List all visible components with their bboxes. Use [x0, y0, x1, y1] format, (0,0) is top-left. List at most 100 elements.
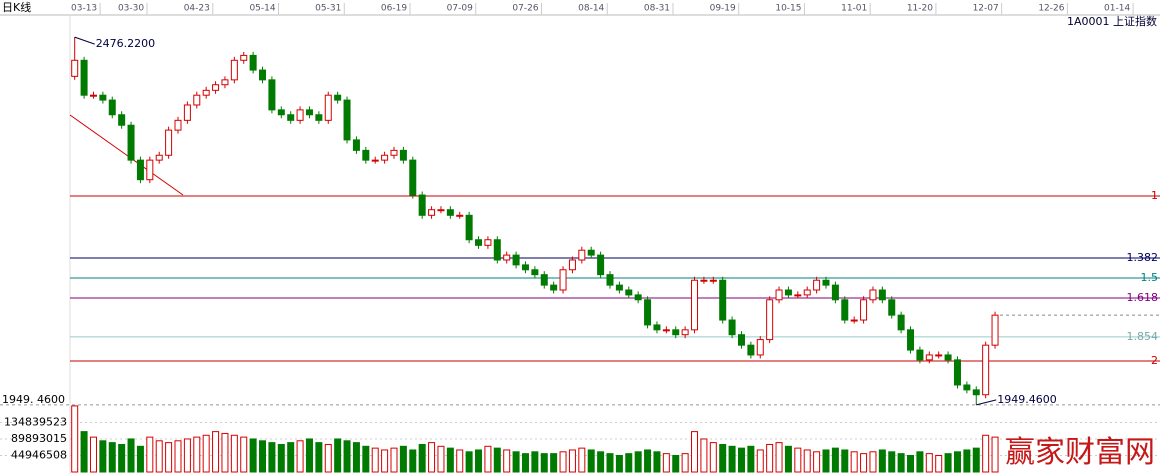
candle-body: [146, 159, 154, 181]
candle-body: [268, 79, 276, 111]
candle-body: [878, 289, 886, 301]
candle-body: [352, 139, 360, 151]
volume-bar: [362, 445, 370, 473]
candle-body: [165, 129, 173, 156]
x-tick-label: 09-19: [710, 4, 736, 14]
x-tick-label: 05-14: [249, 4, 275, 14]
candle-body: [230, 59, 238, 81]
trend-line: [69, 114, 184, 196]
volume-bar: [399, 445, 407, 473]
candle-body: [493, 239, 501, 261]
candle-body: [691, 279, 699, 331]
volume-bar: [963, 449, 971, 473]
candle-body: [991, 314, 999, 346]
candle-body: [672, 329, 680, 336]
volume-bar: [813, 451, 821, 473]
candle-body: [831, 284, 839, 301]
candle-body: [287, 114, 295, 121]
volume-bar: [512, 451, 520, 473]
volume-bar: [888, 451, 896, 473]
candle-body: [540, 274, 548, 286]
volume-bar: [371, 447, 379, 473]
volume-bar: [334, 438, 342, 473]
x-tick-label: 01-14: [1104, 4, 1130, 14]
candle-body: [362, 149, 370, 161]
volume-bar: [672, 454, 680, 473]
volume-bar: [418, 443, 426, 473]
candle-body: [324, 94, 332, 121]
candle-body: [822, 279, 830, 286]
candle-body: [118, 114, 126, 126]
volume-bar: [305, 438, 313, 473]
candle-body: [803, 289, 811, 296]
volume-bar: [897, 453, 905, 473]
volume-bar: [183, 438, 191, 473]
candle-body: [719, 279, 727, 321]
x-tick-label: 07-26: [512, 4, 538, 14]
volume-bar: [409, 449, 417, 473]
candle-body: [737, 334, 745, 346]
candle-body: [409, 159, 417, 196]
volume-bar: [775, 442, 783, 473]
volume-bar: [606, 453, 614, 473]
candle-body: [550, 284, 558, 291]
volume-bar: [700, 438, 708, 473]
volume-bar: [803, 449, 811, 473]
volume-bar: [249, 438, 257, 473]
candle-body: [390, 149, 398, 156]
candle-body: [766, 299, 774, 341]
volume-bar: [550, 453, 558, 473]
candle-body: [972, 389, 980, 396]
candle-body: [277, 109, 285, 116]
volume-bar: [953, 451, 961, 473]
volume-bar: [230, 434, 238, 473]
candle-body: [888, 299, 896, 316]
candle-body: [475, 239, 483, 246]
candle-body: [503, 254, 511, 261]
annotation-label: 2476.2200: [96, 37, 155, 50]
candle-body: [615, 284, 623, 291]
candle-body: [653, 324, 661, 331]
candle-body: [634, 294, 642, 301]
candle-body: [456, 214, 464, 217]
candle-body: [709, 279, 717, 282]
volume-bar: [475, 449, 483, 473]
candle-body: [897, 314, 905, 331]
candle-body: [578, 249, 586, 261]
volume-tick-label: 89893015: [11, 432, 67, 445]
volume-bar: [136, 445, 144, 473]
candle-body: [944, 354, 952, 361]
candle-body: [728, 319, 736, 336]
volume-bar: [737, 447, 745, 473]
volume-bar: [521, 453, 529, 473]
x-tick-label: 11-01: [841, 4, 867, 14]
candle-body: [916, 349, 924, 361]
candle-body: [521, 264, 529, 271]
candle-body: [136, 159, 144, 181]
volume-bar: [559, 451, 567, 473]
level-label: 1.854: [1127, 330, 1159, 343]
volume-bar: [456, 449, 464, 473]
volume-bar: [784, 445, 792, 473]
volume-bar: [390, 447, 398, 473]
volume-bar: [155, 440, 163, 473]
candle-body: [662, 329, 670, 332]
candle-body: [953, 359, 961, 386]
volume-bar: [343, 440, 351, 473]
candle-body: [935, 354, 943, 357]
volume-bar: [860, 453, 868, 473]
volume-bar: [89, 436, 97, 473]
volume-bar: [193, 436, 201, 473]
x-tick-label: 03-13: [71, 4, 97, 14]
chart-subtitle: 1A0001 上证指数: [1067, 14, 1157, 28]
candle-body: [183, 104, 191, 121]
candle-body: [700, 279, 708, 282]
volume-bar: [794, 447, 802, 473]
candle-body: [775, 289, 783, 301]
annotation-leader: [74, 36, 95, 45]
candle-body: [428, 209, 436, 216]
candle-body: [221, 79, 229, 86]
volume-bar: [437, 445, 445, 473]
volume-bar: [850, 451, 858, 473]
